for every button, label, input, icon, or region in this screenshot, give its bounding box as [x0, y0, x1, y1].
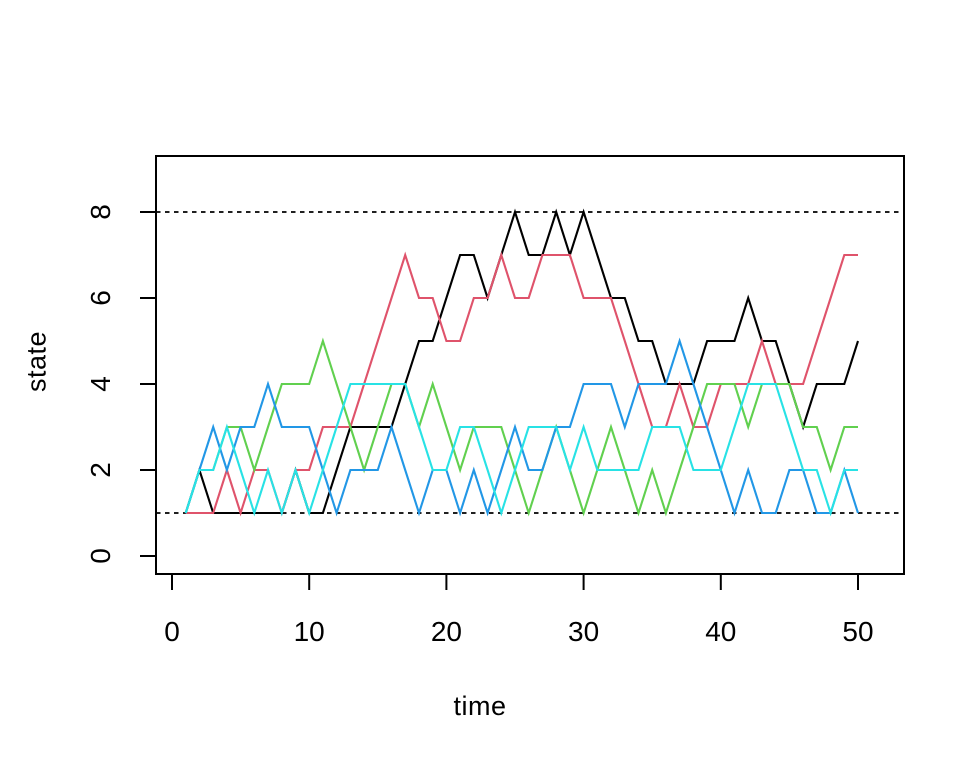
y-axis-label: state — [21, 330, 52, 393]
trajectory-line-chain-red — [185, 251, 858, 517]
plot-box — [155, 155, 905, 575]
x-tick-label: 40 — [705, 616, 736, 647]
x-tick-label: 20 — [431, 616, 462, 647]
trajectory-line-chain-cyan — [184, 382, 858, 517]
x-tick-label: 30 — [568, 616, 599, 647]
y-tick-label: 4 — [85, 376, 116, 392]
x-axis-label: time — [453, 691, 507, 721]
trajectory-line-chain-black — [184, 208, 860, 515]
y-tick-label: 6 — [85, 290, 116, 306]
x-tick-label: 50 — [842, 616, 873, 647]
y-tick-label: 8 — [85, 204, 116, 220]
trajectory-line-chain-blue — [184, 337, 860, 517]
y-tick-label: 0 — [85, 548, 116, 564]
x-tick-label: 0 — [164, 616, 180, 647]
x-tick-label: 10 — [294, 616, 325, 647]
trajectory-line-chain-green — [184, 337, 858, 517]
y-tick-label: 2 — [85, 462, 116, 478]
